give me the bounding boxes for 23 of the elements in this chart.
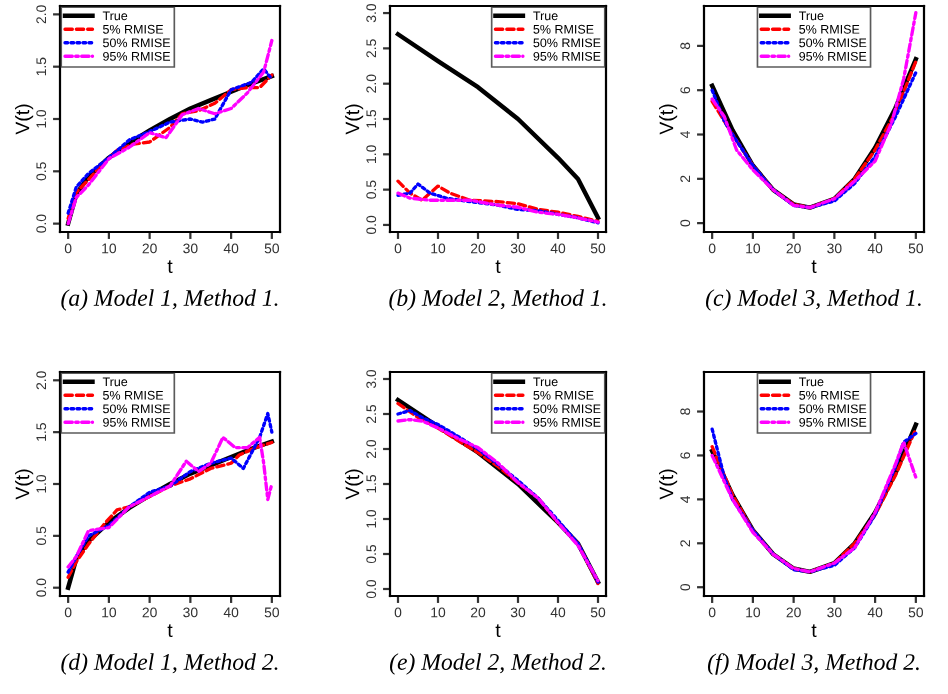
line-series — [66, 411, 274, 574]
text: (a) Model 1, Method 1. — [61, 289, 278, 311]
text: (b) Model 2, Method 1. — [389, 289, 606, 311]
line-series — [710, 10, 918, 210]
y-axis-title: V(t) — [659, 469, 678, 500]
text: (e) Model 2, Method 2. — [389, 653, 605, 675]
text: (c) Model 3, Method 1. — [705, 289, 921, 311]
y-axis-title: V(t) — [15, 104, 34, 135]
y-axis-title: V(t) — [659, 104, 678, 135]
x-axis-title: t — [495, 260, 501, 274]
line-series — [396, 191, 600, 224]
x-axis-title: t — [811, 260, 817, 274]
x-axis-title: t — [167, 624, 173, 638]
y-axis-title: V(t) — [345, 104, 364, 135]
text: (f) Model 3, Method 2. — [707, 653, 919, 675]
line-series — [66, 38, 274, 226]
x-axis-title: t — [495, 624, 501, 638]
y-axis-title: V(t) — [345, 469, 364, 500]
x-axis-title: t — [811, 624, 817, 638]
y-axis-title: V(t) — [15, 469, 34, 500]
line-series — [395, 32, 601, 221]
text: (d) Model 1, Method 2. — [61, 653, 278, 675]
x-axis-title: t — [167, 260, 173, 274]
